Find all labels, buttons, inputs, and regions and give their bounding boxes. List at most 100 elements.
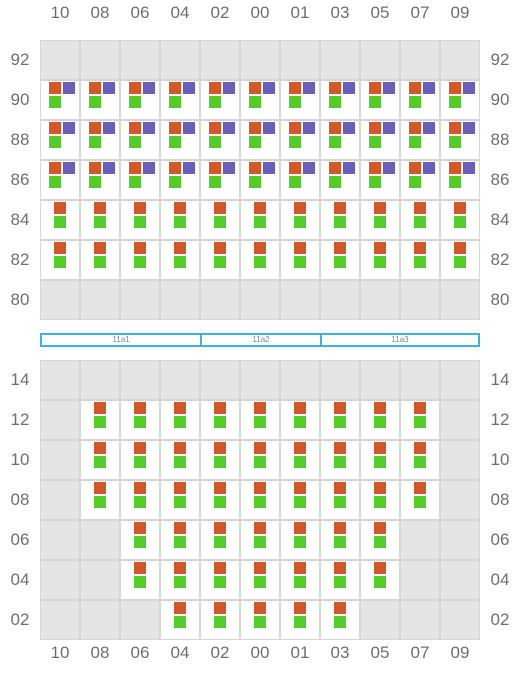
slot-occupied[interactable]	[80, 400, 120, 440]
slot-occupied[interactable]	[120, 400, 160, 440]
slot-occupied[interactable]	[440, 200, 480, 240]
slot-occupied[interactable]	[280, 80, 320, 120]
slot-occupied[interactable]	[400, 200, 440, 240]
slot-occupied[interactable]	[80, 480, 120, 520]
slot-occupied[interactable]	[320, 480, 360, 520]
slot-occupied[interactable]	[120, 80, 160, 120]
slot-occupied[interactable]	[40, 200, 80, 240]
slot-occupied[interactable]	[80, 200, 120, 240]
slot-occupied[interactable]	[400, 120, 440, 160]
slot-occupied[interactable]	[40, 80, 80, 120]
slot-occupied[interactable]	[400, 80, 440, 120]
slot-occupied[interactable]	[200, 160, 240, 200]
slot-occupied[interactable]	[240, 240, 280, 280]
slot-occupied[interactable]	[240, 400, 280, 440]
slot-occupied[interactable]	[400, 480, 440, 520]
slot-occupied[interactable]	[360, 440, 400, 480]
slot-occupied[interactable]	[160, 520, 200, 560]
slot-occupied[interactable]	[360, 480, 400, 520]
slot-occupied[interactable]	[80, 240, 120, 280]
slot-occupied[interactable]	[160, 240, 200, 280]
slot-occupied[interactable]	[120, 160, 160, 200]
slot-occupied[interactable]	[440, 120, 480, 160]
slot-occupied[interactable]	[320, 240, 360, 280]
slot-occupied[interactable]	[80, 80, 120, 120]
slot-occupied[interactable]	[360, 120, 400, 160]
slot-occupied[interactable]	[200, 560, 240, 600]
slot-occupied[interactable]	[320, 120, 360, 160]
slot-occupied[interactable]	[80, 160, 120, 200]
slot-occupied[interactable]	[240, 440, 280, 480]
slot-occupied[interactable]	[120, 440, 160, 480]
slot-occupied[interactable]	[240, 600, 280, 640]
slot-occupied[interactable]	[360, 520, 400, 560]
slot-occupied[interactable]	[320, 560, 360, 600]
slot-occupied[interactable]	[320, 440, 360, 480]
slot-occupied[interactable]	[320, 80, 360, 120]
slot-occupied[interactable]	[200, 400, 240, 440]
slot-occupied[interactable]	[160, 560, 200, 600]
slot-occupied[interactable]	[160, 400, 200, 440]
slot-occupied[interactable]	[280, 240, 320, 280]
slot-occupied[interactable]	[200, 440, 240, 480]
slot-occupied[interactable]	[240, 560, 280, 600]
slot-occupied[interactable]	[400, 240, 440, 280]
slot-occupied[interactable]	[200, 200, 240, 240]
slot-occupied[interactable]	[240, 80, 280, 120]
slot-occupied[interactable]	[160, 80, 200, 120]
slot-occupied[interactable]	[440, 240, 480, 280]
slot-occupied[interactable]	[120, 120, 160, 160]
slot-occupied[interactable]	[400, 160, 440, 200]
slot-occupied[interactable]	[120, 480, 160, 520]
slot-occupied[interactable]	[160, 600, 200, 640]
slot-occupied[interactable]	[200, 80, 240, 120]
slot-occupied[interactable]	[120, 240, 160, 280]
slot-occupied[interactable]	[200, 480, 240, 520]
slot-occupied[interactable]	[360, 560, 400, 600]
slot-occupied[interactable]	[240, 480, 280, 520]
slot-occupied[interactable]	[240, 200, 280, 240]
slot-occupied[interactable]	[360, 80, 400, 120]
slot-occupied[interactable]	[160, 440, 200, 480]
slot-occupied[interactable]	[240, 160, 280, 200]
slot-occupied[interactable]	[280, 480, 320, 520]
slot-occupied[interactable]	[280, 600, 320, 640]
slot-occupied[interactable]	[320, 400, 360, 440]
slot-occupied[interactable]	[280, 200, 320, 240]
slot-occupied[interactable]	[360, 160, 400, 200]
slot-occupied[interactable]	[160, 480, 200, 520]
slot-occupied[interactable]	[200, 240, 240, 280]
slot-occupied[interactable]	[40, 160, 80, 200]
slot-occupied[interactable]	[240, 120, 280, 160]
slot-occupied[interactable]	[160, 120, 200, 160]
slot-occupied[interactable]	[160, 200, 200, 240]
slot-occupied[interactable]	[280, 560, 320, 600]
slot-occupied[interactable]	[280, 440, 320, 480]
slot-occupied[interactable]	[40, 120, 80, 160]
slot-occupied[interactable]	[200, 520, 240, 560]
slot-occupied[interactable]	[280, 160, 320, 200]
slot-occupied[interactable]	[360, 240, 400, 280]
slot-occupied[interactable]	[200, 600, 240, 640]
slot-occupied[interactable]	[240, 520, 280, 560]
slot-occupied[interactable]	[320, 520, 360, 560]
slot-occupied[interactable]	[440, 80, 480, 120]
segment-11a3[interactable]: 11a3	[320, 333, 480, 347]
slot-occupied[interactable]	[360, 400, 400, 440]
slot-occupied[interactable]	[280, 120, 320, 160]
slot-occupied[interactable]	[120, 520, 160, 560]
segment-11a1[interactable]: 11a1	[40, 333, 202, 347]
slot-occupied[interactable]	[320, 600, 360, 640]
slot-occupied[interactable]	[80, 120, 120, 160]
slot-occupied[interactable]	[280, 400, 320, 440]
slot-occupied[interactable]	[360, 200, 400, 240]
segment-11a2[interactable]: 11a2	[200, 333, 322, 347]
slot-occupied[interactable]	[80, 440, 120, 480]
slot-occupied[interactable]	[40, 240, 80, 280]
slot-occupied[interactable]	[200, 120, 240, 160]
slot-occupied[interactable]	[120, 200, 160, 240]
slot-occupied[interactable]	[120, 560, 160, 600]
slot-occupied[interactable]	[320, 200, 360, 240]
slot-occupied[interactable]	[160, 160, 200, 200]
slot-occupied[interactable]	[400, 400, 440, 440]
